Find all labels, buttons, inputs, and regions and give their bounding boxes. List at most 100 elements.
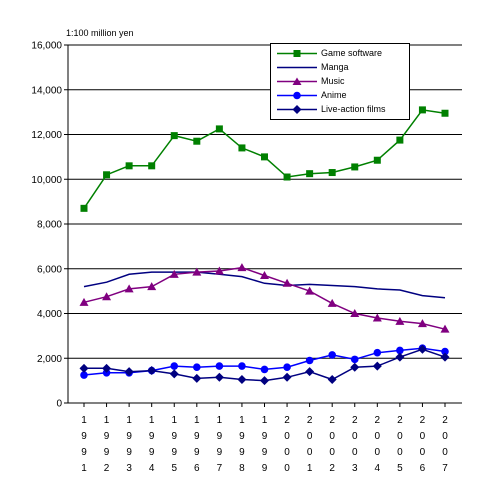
grid-lines [68,44,462,404]
y-tick-label: 2,000 [37,354,62,365]
data-point [192,373,202,383]
data-point [350,309,360,317]
data-point [372,313,382,322]
data-point [350,355,359,364]
data-point [327,375,337,385]
legend-item-anime: Anime [275,89,407,102]
series-music [79,263,450,333]
series-live-action-films [79,344,450,386]
data-point [373,348,382,357]
data-point [305,367,315,377]
data-point [350,362,360,372]
series-lines [79,106,450,386]
x-axis: 1 9 9 1 1 9 9 2 1 9 9 3 1 9 9 4 1 9 9 5 1 9 9 6 1 9 9 7 1 9 9 8 1 9 9 9 2 0 0 0… [81,403,448,474]
legend-item-manga: Manga [275,61,407,74]
data-point [170,132,178,140]
data-point [351,163,359,171]
data-point [260,365,269,374]
series-game-software [80,106,449,212]
data-point [237,263,247,272]
data-point [147,366,157,376]
legend: Game software Manga Music Anime Live-act… [270,43,410,120]
y-tick-label: 12,000 [31,130,62,141]
series-line-manga [83,271,446,299]
data-point [328,351,336,359]
data-point [441,347,449,356]
data-point [80,371,88,379]
data-point [305,356,314,365]
data-point [147,282,157,291]
data-point [396,136,404,144]
data-point [373,156,381,164]
data-point [238,362,246,370]
y-tick-label: 6,000 [37,264,62,275]
data-point [124,367,134,377]
y-tick-label: 0 [56,399,62,410]
data-point [169,369,179,379]
line-marker-icon [277,66,317,69]
data-point [214,266,224,275]
data-point [103,171,111,179]
data-point [282,372,292,382]
y-tick-label: 14,000 [31,85,62,96]
y-axis: 0 2,000 4,000 6,000 8,000 10,000 12,000 14,000 1… [31,41,69,410]
series-line-live-action-films [84,348,446,382]
legend-label: Music [321,76,345,86]
data-point [193,363,201,372]
legend-label: Anime [321,90,347,100]
data-point [418,106,426,114]
data-point [238,144,246,152]
data-point [395,352,405,362]
square-marker-icon [277,50,317,57]
data-point [440,324,450,333]
data-point [215,125,223,133]
data-point [79,363,89,373]
y-tick-label: 10,000 [31,175,62,186]
y-axis-unit-label: 1:100 million yen [66,28,134,38]
data-point [102,363,112,373]
data-point [261,153,268,161]
data-point [396,346,404,355]
series-manga [83,271,446,299]
data-point [441,109,449,117]
data-point [327,298,337,307]
data-point [169,269,179,278]
data-point [148,162,156,170]
data-point [125,162,133,170]
data-point [417,344,427,354]
data-point [170,362,179,370]
data-point [102,292,112,301]
circle-marker-icon [277,91,317,100]
data-point [417,319,427,328]
legend-label: Game software [321,48,383,58]
data-point [193,137,201,145]
data-point [215,362,224,370]
data-point [260,270,269,279]
y-tick-label: 4,000 [37,309,62,320]
data-point [372,361,382,371]
y-tick-label: 8,000 [37,220,62,231]
legend-item-music: Music [275,75,407,88]
legend-item-live-action-films: Live-action films [275,103,407,116]
data-point [328,169,336,177]
data-point [192,267,202,276]
data-point [124,284,134,293]
